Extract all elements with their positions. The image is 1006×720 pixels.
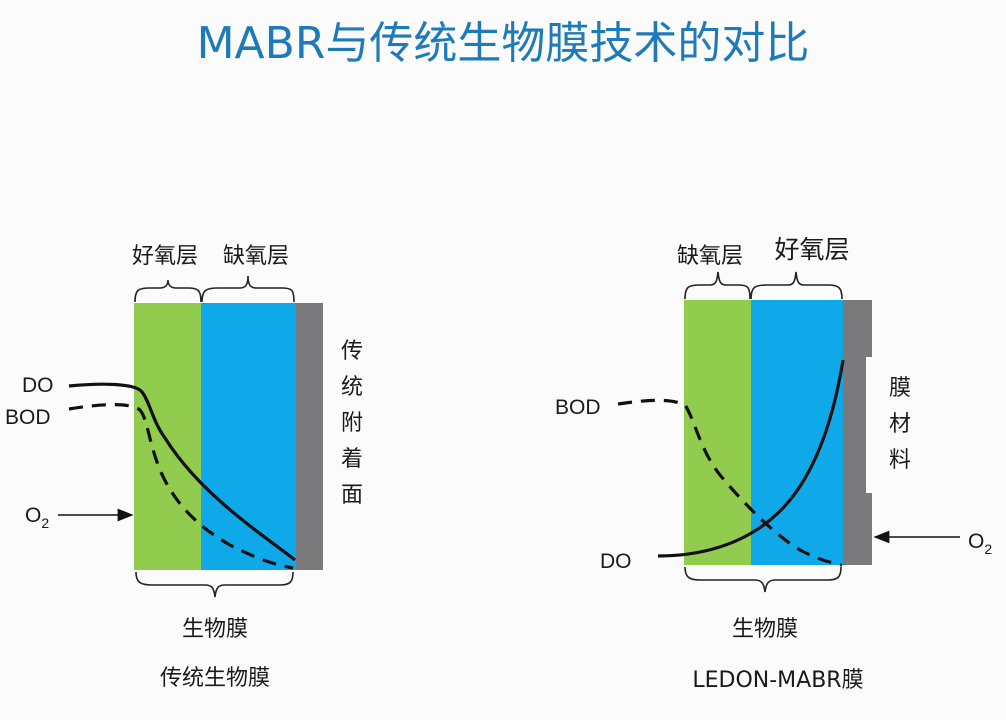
aerobic-layer: [751, 300, 843, 565]
biofilm-brace: [684, 566, 842, 593]
anoxic-brace: [201, 275, 295, 303]
page-title: MABR与传统生物膜技术的对比: [197, 18, 810, 69]
aerobic-layer: [134, 303, 201, 570]
svg-text:料: 料: [889, 448, 911, 473]
left-caption: 传统生物膜: [160, 666, 270, 691]
anoxic-brace: [684, 271, 751, 300]
anoxic-layer-label: 缺氧层: [223, 244, 289, 269]
right-caption: LEDON-MABR膜: [692, 668, 863, 693]
o2-label: O2: [968, 530, 992, 557]
bod-curve: [68, 403, 294, 570]
biofilm-brace: [135, 571, 294, 598]
svg-text:附: 附: [341, 411, 363, 436]
do-label: DO: [600, 550, 632, 573]
attachment-surface: [296, 303, 323, 570]
aerobic-brace: [750, 271, 843, 300]
do-curve: [68, 382, 296, 562]
aerobic-layer-label: 好氧层: [774, 235, 849, 264]
anoxic-layer: [684, 300, 751, 565]
bod-curve: [617, 398, 843, 567]
bod-label: BOD: [5, 406, 51, 429]
do-curve: [657, 359, 845, 558]
traditional-biofilm-diagram: 好氧层 缺氧层 传 统 附 着 面 DO BOD O2 生物膜 传统生物膜: [5, 244, 363, 691]
anoxic-layer-label: 缺氧层: [677, 244, 743, 269]
membrane-label: 膜 材 料: [889, 376, 911, 473]
biofilm-label: 生物膜: [732, 617, 798, 642]
surface-label: 传 统 附 着 面: [341, 339, 363, 508]
membrane-material: [843, 300, 872, 565]
biofilm-label: 生物膜: [182, 617, 248, 642]
anoxic-layer: [201, 303, 296, 570]
aerobic-layer-label: 好氧层: [132, 244, 198, 269]
aerobic-brace: [134, 279, 202, 303]
svg-text:面: 面: [341, 483, 363, 508]
svg-text:材: 材: [889, 412, 911, 437]
do-label: DO: [22, 374, 54, 397]
o2-label: O2: [25, 504, 49, 531]
mabr-biofilm-diagram: 缺氧层 好氧层 膜 材 料 BOD DO O2 生物膜 LEDON-MABR膜: [555, 235, 992, 693]
bod-label: BOD: [555, 396, 601, 419]
svg-text:传: 传: [341, 339, 363, 364]
svg-text:膜: 膜: [889, 376, 911, 401]
svg-text:统: 统: [341, 375, 363, 400]
svg-text:着: 着: [341, 447, 363, 472]
